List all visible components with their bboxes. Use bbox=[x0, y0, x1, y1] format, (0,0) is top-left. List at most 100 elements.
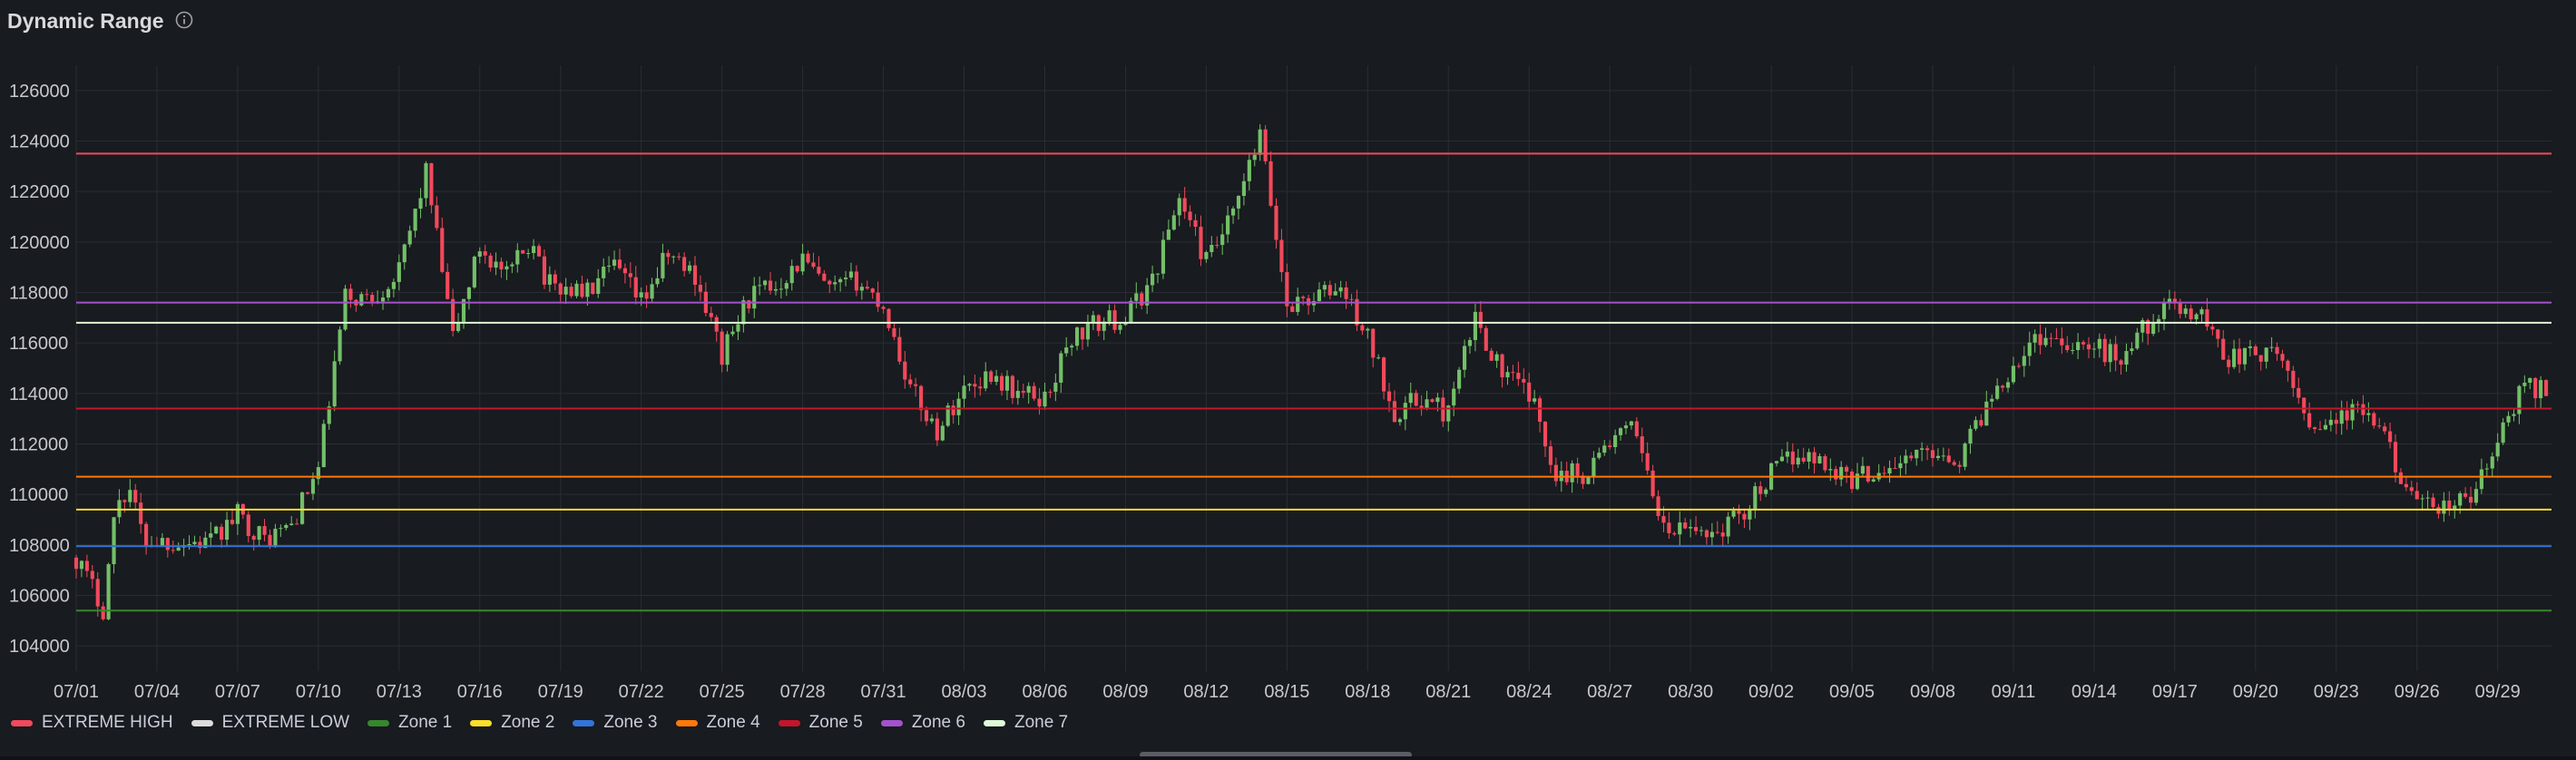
horizontal-scrollbar[interactable] bbox=[1140, 752, 1412, 758]
candle-body bbox=[209, 533, 213, 538]
dynamic-range-chart[interactable]: 104000 106000 108000 110000 112000 114000 1160… bbox=[0, 45, 2576, 703]
candle-body bbox=[1462, 346, 1467, 370]
candle-body bbox=[978, 386, 983, 389]
legend-item-zone-7[interactable]: Zone 7 bbox=[983, 713, 1068, 733]
candle-body bbox=[359, 294, 364, 306]
candle-body bbox=[2113, 344, 2118, 361]
candle-body bbox=[800, 253, 805, 272]
candle-body bbox=[1446, 405, 1451, 422]
candle-body bbox=[1774, 461, 1779, 463]
candle-body bbox=[1553, 464, 1558, 482]
candle-body bbox=[1392, 401, 1397, 423]
x-tick-label: 07/07 bbox=[215, 682, 260, 702]
candle-body bbox=[1672, 532, 1677, 535]
candle-body bbox=[1979, 420, 1983, 426]
candle-body bbox=[720, 331, 724, 365]
candle-body bbox=[488, 255, 493, 268]
legend-item-zone-5[interactable]: Zone 5 bbox=[778, 713, 863, 733]
candle-body bbox=[602, 266, 606, 278]
legend-item-zone-6[interactable]: Zone 6 bbox=[880, 713, 965, 733]
candle-body bbox=[1386, 391, 1392, 402]
candle-body bbox=[1855, 473, 1860, 490]
legend-item-zone-3[interactable]: Zone 3 bbox=[573, 713, 658, 733]
x-tick-label: 09/02 bbox=[1748, 682, 1794, 702]
candle-body bbox=[2366, 413, 2371, 415]
legend-swatch bbox=[11, 719, 33, 726]
candle-body bbox=[1930, 450, 1935, 459]
candle-body bbox=[1984, 401, 1989, 426]
candle-body bbox=[1317, 289, 1322, 301]
candle-body bbox=[1720, 532, 1725, 537]
candle-body bbox=[2447, 500, 2452, 510]
candle-body bbox=[1382, 357, 1386, 392]
candle-body bbox=[1801, 457, 1806, 462]
y-tick-label: 126000 bbox=[9, 82, 70, 102]
candle-body bbox=[1204, 251, 1209, 259]
y-tick-label: 110000 bbox=[9, 485, 68, 505]
candle-body bbox=[532, 246, 536, 254]
candle-body bbox=[235, 503, 240, 524]
legend-item-zone-4[interactable]: Zone 4 bbox=[675, 713, 760, 733]
candle-body bbox=[2468, 496, 2473, 503]
candle-body bbox=[2076, 342, 2081, 350]
candle-body bbox=[547, 274, 552, 285]
candle-body bbox=[2280, 354, 2285, 361]
candle-body bbox=[1177, 198, 1181, 216]
candle-body bbox=[789, 266, 794, 284]
candle-body bbox=[321, 424, 326, 468]
candle-body bbox=[897, 336, 902, 362]
candle-body bbox=[106, 564, 111, 619]
candle-body bbox=[310, 479, 316, 494]
x-tick-label: 08/03 bbox=[941, 682, 986, 702]
candle-body bbox=[2372, 413, 2376, 426]
x-tick-label: 09/20 bbox=[2233, 682, 2278, 702]
legend-item-extreme-low[interactable]: EXTREME LOW bbox=[191, 713, 349, 733]
candle-body bbox=[1963, 443, 1967, 467]
x-tick-label: 07/13 bbox=[377, 682, 422, 702]
candle-body bbox=[2011, 365, 2016, 383]
y-tick-label: 106000 bbox=[9, 587, 70, 607]
candle-body bbox=[2248, 346, 2252, 348]
candle-body bbox=[1538, 398, 1543, 423]
legend-swatch bbox=[983, 719, 1005, 726]
candle-body bbox=[725, 334, 730, 365]
candle-body bbox=[2398, 472, 2404, 484]
candle-body bbox=[2425, 497, 2430, 499]
candle-body bbox=[2328, 419, 2333, 425]
candle-body bbox=[370, 295, 375, 302]
candle-body bbox=[2167, 298, 2172, 303]
candle-body bbox=[499, 261, 504, 270]
legend-item-zone-2[interactable]: Zone 2 bbox=[470, 713, 554, 733]
legend-item-zone-1[interactable]: Zone 1 bbox=[367, 713, 452, 733]
legend-item-extreme-high[interactable]: EXTREME HIGH bbox=[11, 713, 173, 733]
candle-body bbox=[929, 418, 935, 422]
candle-body bbox=[1575, 463, 1580, 476]
candle-body bbox=[2124, 351, 2129, 365]
candle-body bbox=[1064, 347, 1069, 354]
candle-body bbox=[1230, 208, 1236, 216]
x-tick-label: 09/14 bbox=[2072, 682, 2117, 702]
candle-body bbox=[139, 502, 143, 524]
candle-body bbox=[1241, 180, 1246, 197]
candle-body bbox=[2528, 377, 2532, 383]
candle-body bbox=[1737, 511, 1741, 514]
candle-body bbox=[1807, 452, 1811, 462]
candle-body bbox=[391, 281, 396, 289]
candle-body bbox=[1004, 375, 1010, 391]
y-tick-label: 112000 bbox=[9, 435, 68, 455]
candle-body bbox=[1247, 160, 1251, 181]
candle-body bbox=[886, 308, 891, 328]
candle-body bbox=[1543, 422, 1548, 447]
candle-body bbox=[806, 253, 810, 263]
candle-body bbox=[1592, 457, 1596, 477]
candle-body bbox=[1817, 455, 1822, 463]
candle-body bbox=[101, 606, 105, 619]
candle-body bbox=[1366, 328, 1370, 331]
candle-body bbox=[682, 257, 687, 271]
x-tick-label: 07/22 bbox=[619, 682, 664, 702]
candle-body bbox=[817, 267, 821, 274]
candle-body bbox=[1215, 245, 1219, 247]
legend-swatch bbox=[675, 719, 698, 726]
info-icon[interactable] bbox=[174, 10, 194, 30]
candle-body bbox=[1548, 446, 1553, 465]
